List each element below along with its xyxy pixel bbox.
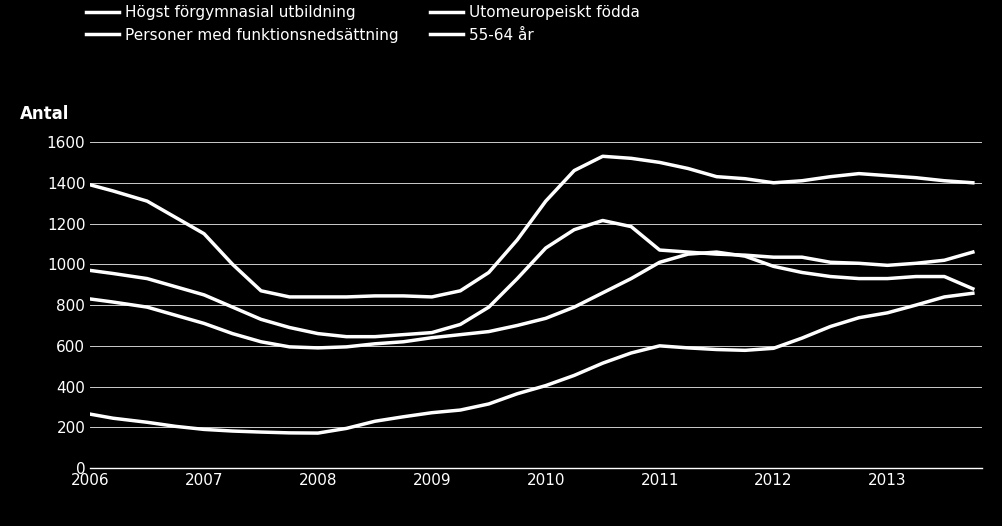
Legend: Högst förgymnasial utbildning, Personer med funktionsnedsättning, Utomeuropeiskt: Högst förgymnasial utbildning, Personer … [86,5,640,43]
Text: Antal: Antal [20,105,69,123]
